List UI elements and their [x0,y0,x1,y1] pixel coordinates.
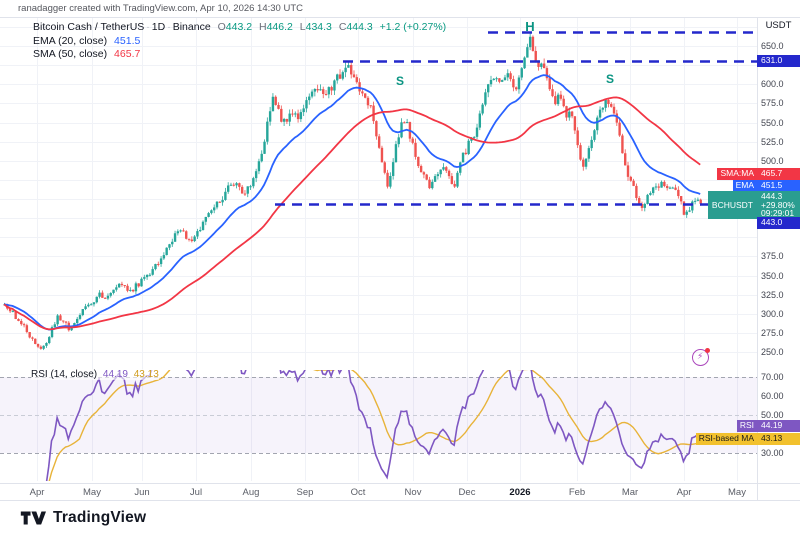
rsi-legend-row[interactable]: RSI (14, close) 44.19 43.13 [31,369,159,380]
axis-tick: 275.0 [761,327,784,338]
rsi-name: RSI (14, close) [31,369,98,380]
time-axis-label: May [83,487,101,498]
widget-bottom-border [0,500,800,501]
sma-value: 465.7 [114,48,141,60]
price-axis-border [757,17,758,500]
ema-name: EMA (20, close) [33,34,108,47]
axis-tick: 350.0 [761,270,784,281]
open-value: 443.2 [225,21,253,33]
ema-legend-row[interactable]: EMA (20, close) 451.5 [33,35,446,48]
time-axis-label: Apr [676,487,692,498]
axis-tick: 325.0 [761,289,784,300]
axis-tick: 500.0 [761,155,784,166]
shoulder-marker: S [395,74,405,88]
chart-credit: ranadagger created with TradingView.com,… [18,3,303,14]
sma-name: SMA (50, close) [33,48,108,60]
axis-tick: 375.0 [761,251,784,262]
time-axis-label: Sep [296,487,314,498]
axis-tick: 575.0 [761,98,784,109]
low-key: L [299,21,306,33]
rsi-ma-value-label: RSI-based MA 43.13 [695,433,800,446]
axis-tick: 250.0 [761,347,784,357]
close-value: 444.3 [346,21,373,33]
high-value: 446.2 [266,21,293,33]
symbol-title[interactable]: Bitcoin Cash / TetherUS [33,21,145,33]
time-axis-label: Jul [189,487,203,498]
close-key: C [338,21,347,33]
axis-tick: 30.00 [761,448,784,458]
time-axis-label: Mar [621,487,639,498]
rsi-ma-value: 43.13 [133,369,159,380]
exchange-label[interactable]: Binance [172,21,211,33]
time-axis-label: Dec [458,487,476,498]
symbol-legend-row[interactable]: Bitcoin Cash / TetherUS · 1D · Binance O443.… [33,21,447,33]
time-axis-label: Nov [404,487,422,498]
axis-tick: 70.00 [761,372,784,382]
axis-tick: 60.00 [761,391,784,401]
time-axis-label: Jun [134,487,150,498]
interval-label[interactable]: 1D [151,21,166,33]
rsi-value: 44.19 [102,369,128,380]
axis-tick: 525.0 [761,136,784,147]
ema-value: 451.5 [114,34,141,47]
ema-price-label: EMA 451.5 [732,180,800,192]
sma-price-label: SMA:MA 465.7 [717,168,800,180]
rsi-value-label: RSI 44.19 [736,420,800,433]
sma-legend-row[interactable]: SMA (50, close) 465.7 [33,48,446,61]
axis-tick: 650.0 [761,41,784,51]
time-axis-border [0,483,800,484]
change-value: +1.2 (+0.27%) [379,21,447,33]
symbol-price-label: BCHUSDT 444.3 +29.80% 09:29:01 [707,191,800,219]
axis-tick: 300.0 [761,308,784,319]
axis-tick: 50.00 [761,410,784,420]
footer: TradingView [20,508,146,528]
widget-top-border [0,17,800,18]
time-axis-label: Feb [568,487,586,498]
lower-level-price-label: 443.0 [757,217,800,229]
axis-tick: 600.0 [761,79,784,90]
head-marker: H [525,19,535,34]
flash-icon[interactable]: ⚡ [692,348,710,366]
high-key: H [258,21,267,33]
shoulder-marker: S [605,72,615,86]
time-axis-label: 2026 [509,487,531,498]
time-axis-label: Aug [242,487,260,498]
open-key: O [217,21,226,33]
low-value: 434.3 [305,21,332,33]
upper-level-price-label: 631.0 [757,54,800,67]
time-axis-label: May [728,487,746,498]
tradingview-logo-icon [20,511,46,525]
time-axis-label: Apr [29,487,45,498]
tradingview-wordmark[interactable]: TradingView [53,509,147,526]
time-axis-label: Oct [350,487,366,498]
chart-legend: Bitcoin Cash / TetherUS · 1D · Binance O443.… [33,21,446,62]
axis-tick: 550.0 [761,117,784,128]
currency-label[interactable]: USDT [765,20,792,31]
